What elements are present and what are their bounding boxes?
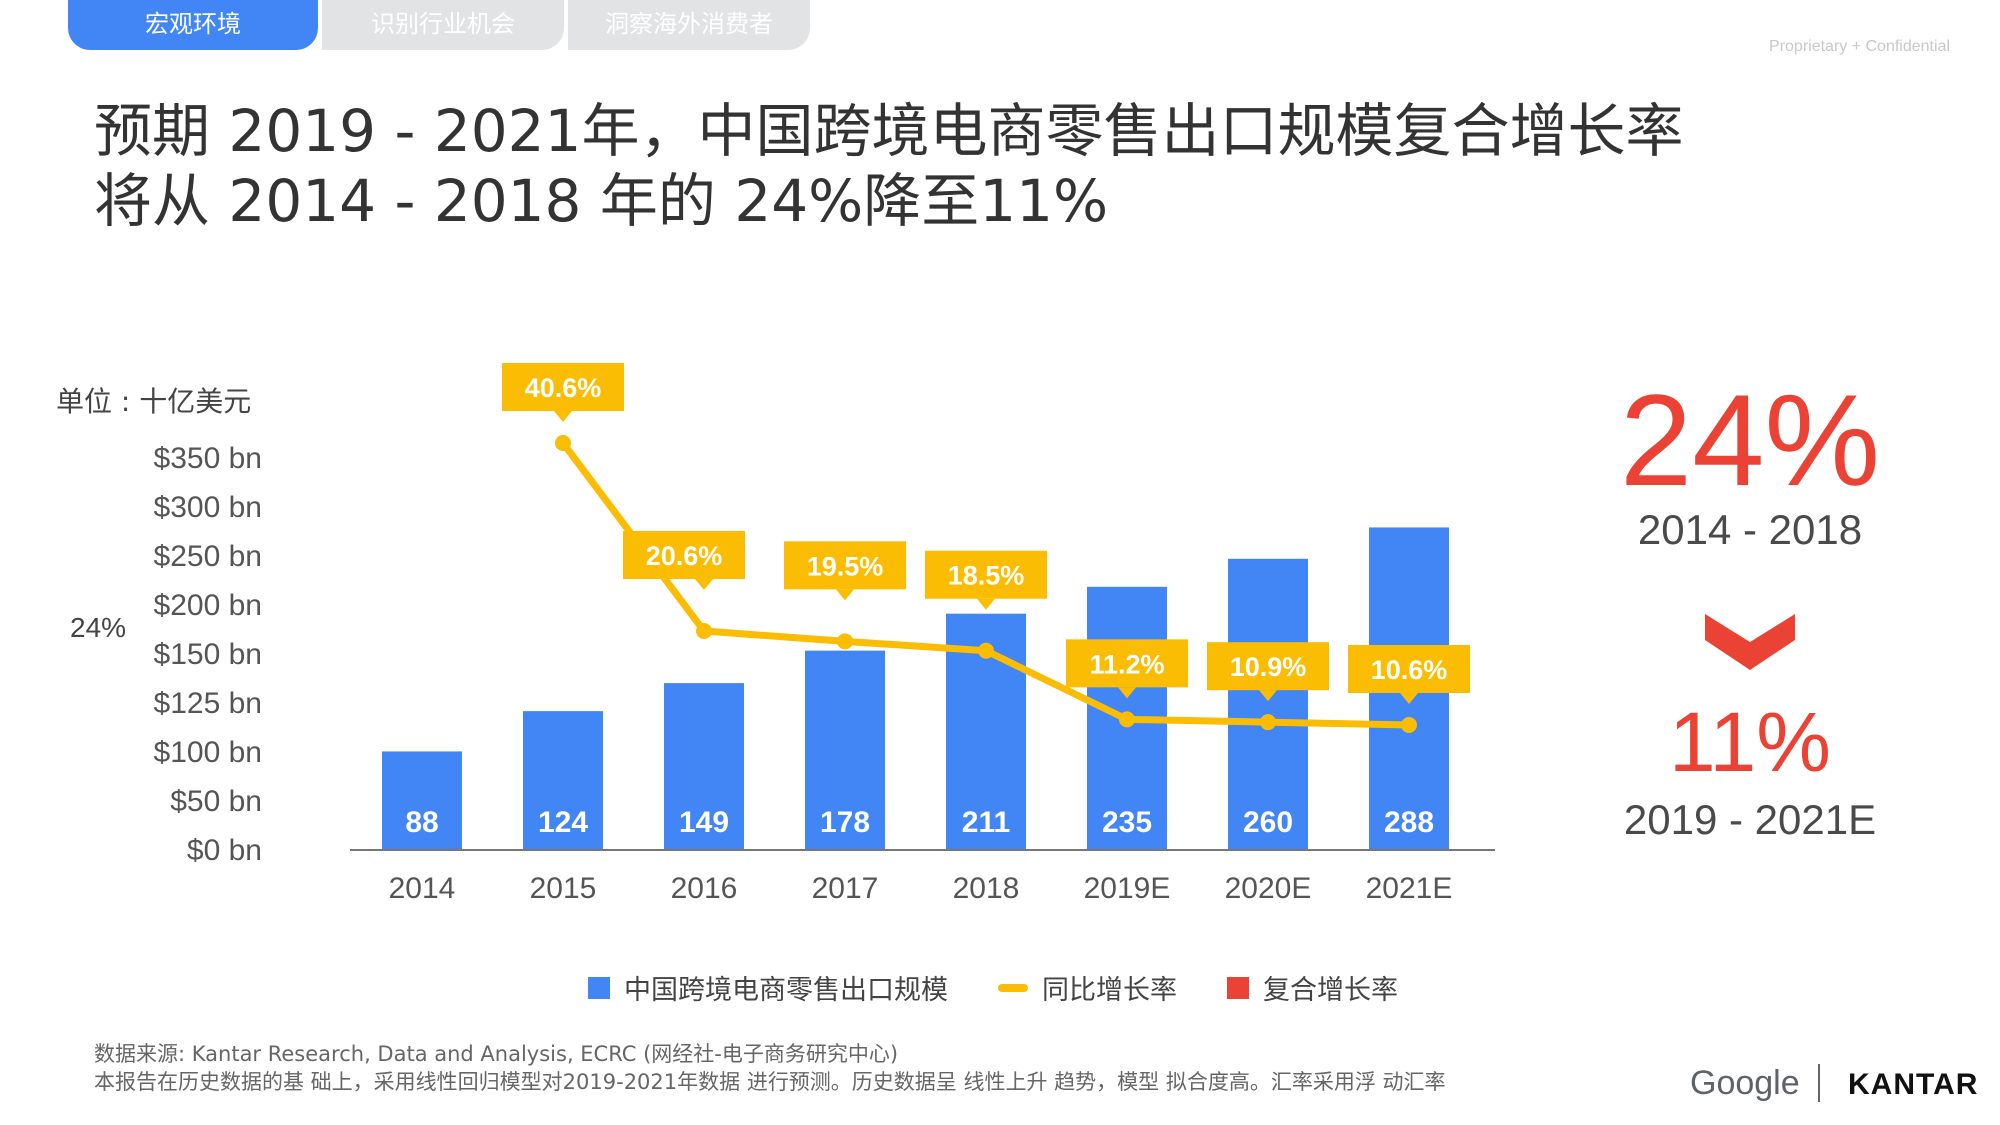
chevron-down-icon xyxy=(1705,614,1795,670)
growth-point xyxy=(696,623,712,639)
bar-value-label: 124 xyxy=(538,806,588,839)
growth-callout: 20.6% xyxy=(623,531,745,590)
cagr-historical-value: 24% xyxy=(1619,367,1881,513)
growth-callout: 40.6% xyxy=(502,363,624,422)
growth-callout: 10.6% xyxy=(1348,645,1470,704)
legend-item-line: 同比增长率 xyxy=(998,968,1177,1007)
title-line-1: 预期 2019 - 2021年，中国跨境电商零售出口规模复合增长率 xyxy=(94,97,1684,165)
page-title: 预期 2019 - 2021年，中国跨境电商零售出口规模复合增长率 将从 201… xyxy=(94,96,1794,236)
growth-point xyxy=(1260,714,1276,731)
x-tick-label: 2014 xyxy=(389,872,456,905)
legend-line-label: 同比增长率 xyxy=(1042,975,1177,1006)
side-percent-label: 24% xyxy=(70,612,127,643)
growth-callout: 18.5% xyxy=(925,550,1047,610)
growth-callout-label: 10.6% xyxy=(1371,655,1448,685)
tab-industry[interactable]: 识别行业机会 xyxy=(322,0,564,50)
growth-point xyxy=(978,642,994,659)
legend-cagr-swatch xyxy=(1227,976,1249,999)
cagr-forecast-value: 11% xyxy=(1669,695,1831,789)
growth-point xyxy=(555,435,571,451)
legend-cagr-label: 复合增长率 xyxy=(1263,975,1398,1006)
bar xyxy=(664,683,744,850)
bar-value-label: 235 xyxy=(1102,806,1152,839)
tab-macro[interactable]: 宏观环境 xyxy=(68,0,318,50)
bar xyxy=(523,711,603,850)
google-logo: Google xyxy=(1690,1064,1800,1102)
growth-callout-label: 11.2% xyxy=(1089,649,1164,679)
bar-value-label: 211 xyxy=(962,806,1010,839)
growth-callout: 10.9% xyxy=(1207,642,1329,702)
y-tick-label: $300 bn xyxy=(154,491,262,524)
bar-value-label: 288 xyxy=(1384,806,1434,839)
y-tick-label: $0 bn xyxy=(187,834,262,867)
y-tick-label: $350 bn xyxy=(154,442,262,475)
bar xyxy=(382,751,462,850)
growth-point xyxy=(837,633,853,650)
cagr-forecast-period: 2019 - 2021E xyxy=(1623,796,1877,843)
bar-line-chart: $0 bn $50 bn $100 bn $125 bn $150 bn $200 bn $… xyxy=(154,363,1495,905)
x-tick-label: 2017 xyxy=(812,872,879,905)
growth-callout: 19.5% xyxy=(784,541,906,601)
growth-callout-label: 40.6% xyxy=(525,373,602,403)
growth-callout-label: 19.5% xyxy=(807,551,884,581)
growth-point xyxy=(1401,717,1417,733)
x-tick-label: 2016 xyxy=(671,872,738,905)
bar-value-label: 260 xyxy=(1243,806,1293,839)
bar-value-label: 178 xyxy=(820,806,870,839)
source-line-1: 数据来源: Kantar Research, Data and Analysis… xyxy=(94,1042,899,1066)
growth-callout-label: 20.6% xyxy=(646,541,723,571)
chart-legend: 中国跨境电商零售出口规模 同比增长率 复合增长率 xyxy=(588,968,1448,1007)
bar-value-label: 88 xyxy=(405,806,438,839)
growth-point xyxy=(1119,711,1135,728)
y-tick-label: $200 bn xyxy=(154,589,262,622)
source-line-2: 本报告在历史数据的基 础上，采用线性回归模型对2019-2021年数据 进行预测… xyxy=(94,1070,1446,1094)
growth-callouts: 40.6% 20.6% 19.5% 18.5% 11.2% 10.9% 10.6% xyxy=(502,363,1470,704)
bar-value-label: 149 xyxy=(679,806,729,839)
x-tick-label: 2020E xyxy=(1225,872,1312,905)
bar xyxy=(805,650,885,850)
growth-callout-label: 10.9% xyxy=(1230,652,1307,682)
growth-line-series xyxy=(555,435,1417,733)
legend-item-cagr: 复合增长率 xyxy=(1227,968,1398,1007)
x-axis: 2014 2015 2016 2017 2018 2019E 2020E 2021E xyxy=(389,872,1453,905)
x-tick-label: 2021E xyxy=(1366,872,1453,905)
y-tick-label: $100 bn xyxy=(154,736,262,769)
y-axis: $0 bn $50 bn $100 bn $125 bn $150 bn $200 bn $… xyxy=(154,442,262,867)
x-tick-label: 2019E xyxy=(1084,872,1171,905)
x-tick-label: 2015 xyxy=(530,872,597,905)
kantar-logo: KANTAR xyxy=(1848,1068,1979,1101)
cagr-summary: 24% 2014 - 2018 11% 2019 - 2021E xyxy=(1600,370,1900,844)
growth-callout: 11.2% xyxy=(1066,639,1188,699)
logo-divider xyxy=(1818,1064,1820,1102)
legend-line-swatch xyxy=(998,983,1028,992)
y-tick-label: $250 bn xyxy=(154,540,262,573)
y-tick-label: $125 bn xyxy=(154,687,262,720)
legend-bar-swatch xyxy=(588,976,610,999)
tab-consumer[interactable]: 洞察海外消费者 xyxy=(568,0,810,50)
section-tabs: 宏观环境 识别行业机会 洞察海外消费者 xyxy=(68,0,814,50)
y-tick-label: $50 bn xyxy=(170,785,262,818)
title-line-2: 将从 2014 - 2018 年的 24%降至11% xyxy=(94,167,1109,235)
cagr-historical-period: 2014 - 2018 xyxy=(1637,506,1863,553)
x-tick-label: 2018 xyxy=(953,872,1020,905)
legend-bar-label: 中国跨境电商零售出口规模 xyxy=(624,975,948,1006)
bar xyxy=(1228,558,1308,850)
growth-callout-label: 18.5% xyxy=(948,561,1025,591)
unit-label: 单位 : 十亿美元 xyxy=(56,385,252,418)
legend-item-bar: 中国跨境电商零售出口规模 xyxy=(588,968,948,1007)
source-note: 数据来源: Kantar Research, Data and Analysis… xyxy=(94,1040,1446,1096)
y-tick-label: $150 bn xyxy=(154,638,262,671)
confidential-label: Proprietary + Confidential xyxy=(1769,38,1950,55)
